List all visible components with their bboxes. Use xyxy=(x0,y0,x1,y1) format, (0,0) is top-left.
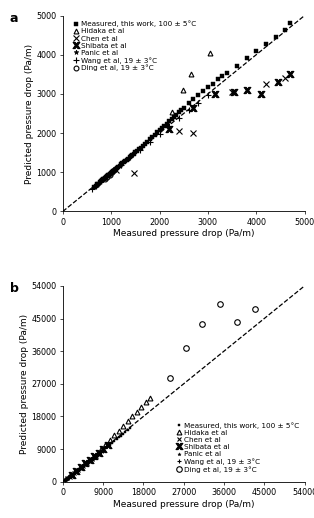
Text: a: a xyxy=(10,11,18,25)
Legend: Measured, this work, 100 ± 5°C, Hidaka et al, Chen et al, Shibata et al, Panic e: Measured, this work, 100 ± 5°C, Hidaka e… xyxy=(175,421,301,474)
Text: b: b xyxy=(10,282,19,295)
Legend: Measured, this work, 100 ± 5°C, Hidaka et al, Chen et al, Shibata et al, Panic e: Measured, this work, 100 ± 5°C, Hidaka e… xyxy=(71,19,197,73)
X-axis label: Measured pressure drop (Pa/m): Measured pressure drop (Pa/m) xyxy=(113,229,254,238)
X-axis label: Measured pressure drop (Pa/m): Measured pressure drop (Pa/m) xyxy=(113,500,254,509)
Y-axis label: Predicted pressure drop (Pa/m): Predicted pressure drop (Pa/m) xyxy=(24,44,34,183)
Y-axis label: Predicted pressure drop (Pa/m): Predicted pressure drop (Pa/m) xyxy=(19,314,29,454)
